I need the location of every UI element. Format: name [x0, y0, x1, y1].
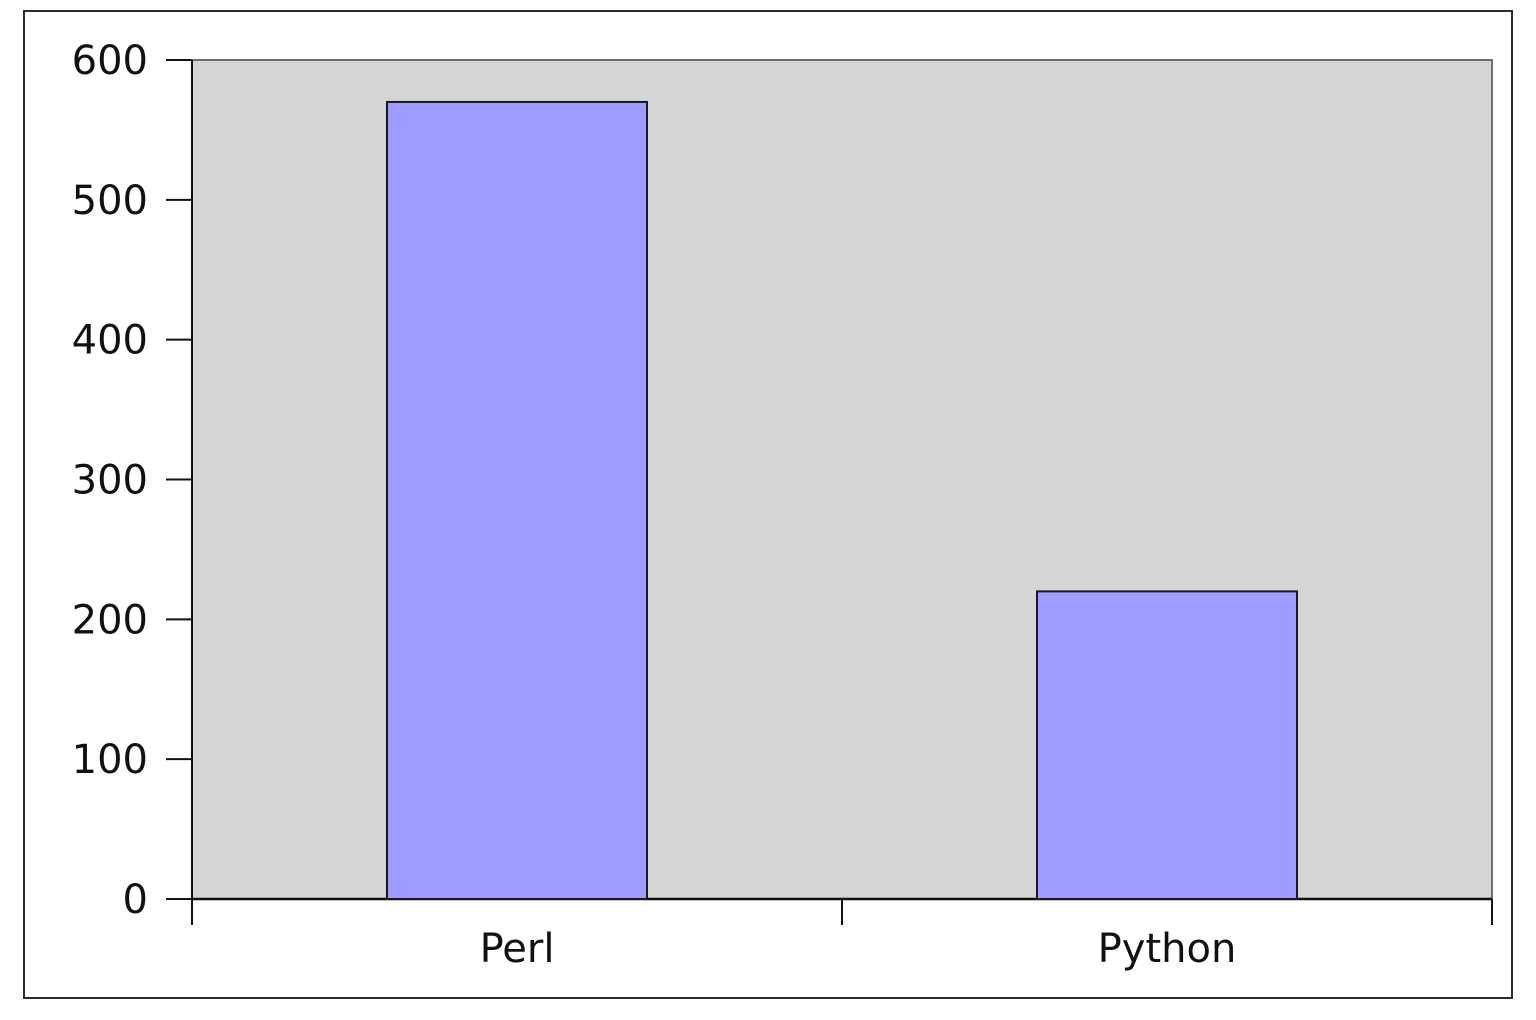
- x-axis: Perl Python: [191, 897, 1493, 972]
- y-tick-label: 100: [72, 737, 148, 783]
- bar-perl: [386, 100, 648, 900]
- bars: [386, 100, 1298, 900]
- y-tick-label: 600: [72, 38, 148, 84]
- y-tick-label: 300: [72, 458, 148, 504]
- y-axis: 0 100 200 300 400 500 600: [72, 38, 193, 923]
- bar-python: [1036, 590, 1298, 900]
- x-category-label: Perl: [480, 926, 555, 972]
- y-tick-label: 500: [72, 178, 148, 224]
- y-tick-label: 200: [72, 597, 148, 643]
- y-tick-label: 400: [72, 318, 148, 364]
- y-tick-label: 0: [123, 877, 148, 923]
- x-category-label: Python: [1098, 926, 1237, 972]
